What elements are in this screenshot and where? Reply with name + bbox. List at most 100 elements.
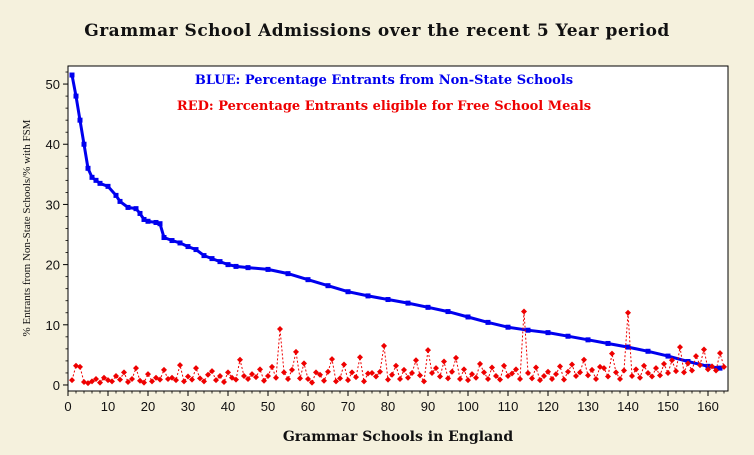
series-1-point xyxy=(417,372,423,379)
series-1-point xyxy=(669,357,675,364)
x-tick-label: 150 xyxy=(657,399,679,414)
series-1-point xyxy=(373,373,379,380)
series-0-point xyxy=(69,72,75,78)
series-1-point xyxy=(289,366,295,373)
y-tick-label: 10 xyxy=(46,318,60,333)
series-1-point xyxy=(129,375,135,382)
y-tick-label: 30 xyxy=(46,197,60,212)
series-0-point xyxy=(405,300,411,306)
series-1-point xyxy=(293,348,299,355)
series-1-point xyxy=(237,356,243,363)
series-1-point xyxy=(281,369,287,376)
series-1-point xyxy=(453,354,459,361)
series-0-point xyxy=(225,262,231,268)
series-0-point xyxy=(117,198,123,204)
series-1-point xyxy=(657,372,663,379)
series-0-point xyxy=(265,266,271,272)
series-1-point xyxy=(241,372,247,379)
series-0-point xyxy=(89,174,95,180)
x-tick-label: 70 xyxy=(341,399,355,414)
series-0-point xyxy=(169,238,175,244)
series-0-point xyxy=(161,235,167,241)
series-0-point xyxy=(365,293,371,299)
series-1-point xyxy=(89,378,95,385)
series-1-point xyxy=(317,371,323,378)
series-0-point xyxy=(717,365,723,371)
series-1-point xyxy=(673,368,679,375)
series-1-point xyxy=(277,326,283,333)
series-0-point xyxy=(505,324,511,330)
series-0-point xyxy=(77,117,83,123)
series-1-point xyxy=(653,365,659,372)
series-1-point xyxy=(637,374,643,381)
series-1-point xyxy=(389,371,395,378)
series-0-point xyxy=(645,348,651,354)
x-tick-label: 140 xyxy=(617,399,639,414)
series-0-point xyxy=(605,340,611,346)
series-1-point xyxy=(385,376,391,383)
series-1-point xyxy=(501,362,507,369)
series-1-point xyxy=(413,357,419,364)
series-0-point xyxy=(141,216,147,222)
series-1-point xyxy=(517,375,523,382)
series-1-point xyxy=(465,377,471,384)
series-1-point xyxy=(585,372,591,379)
series-1-point xyxy=(433,365,439,372)
x-tick-label: 110 xyxy=(498,399,519,414)
series-1-point xyxy=(273,374,279,381)
series-1-point xyxy=(665,369,671,376)
series-1-point xyxy=(645,369,651,376)
series-1-point xyxy=(685,360,691,367)
series-1-point xyxy=(661,360,667,367)
x-tick-label: 0 xyxy=(64,399,71,414)
chart-title: Grammar School Admissions over the recen… xyxy=(84,21,670,41)
series-1-point xyxy=(445,375,451,382)
series-0-point xyxy=(325,283,331,289)
series-1-point xyxy=(113,372,119,379)
series-0-point xyxy=(93,177,99,183)
series-0-point xyxy=(665,353,671,359)
series-1-point xyxy=(245,375,251,382)
series-0-point xyxy=(705,363,711,369)
series-0-point xyxy=(233,263,239,269)
series-0-point xyxy=(145,218,151,224)
series-1-point xyxy=(361,378,367,385)
series-1-point xyxy=(189,376,195,383)
series-0-point xyxy=(125,204,131,210)
x-tick-label: 130 xyxy=(577,399,599,414)
series-1-point xyxy=(93,375,99,382)
series-0-point xyxy=(113,192,119,198)
x-tick-label: 120 xyxy=(537,399,559,414)
series-1-line xyxy=(71,311,725,384)
series-1-point xyxy=(393,362,399,369)
series-1-point xyxy=(713,367,719,374)
series-0-point xyxy=(245,265,251,271)
series-1-point xyxy=(545,368,551,375)
annotation-red: RED: Percentage Entrants eligible for Fr… xyxy=(177,99,591,114)
series-1-point xyxy=(297,375,303,382)
series-1-point xyxy=(541,372,547,379)
series-0-point xyxy=(525,327,531,333)
series-0-point xyxy=(157,221,163,227)
series-0-point xyxy=(385,297,391,303)
x-tick-label: 80 xyxy=(381,399,395,414)
series-1-point xyxy=(489,364,495,371)
series-1-point xyxy=(477,360,483,367)
series-1-point xyxy=(233,376,239,383)
series-1-point xyxy=(625,309,631,316)
series-1-point xyxy=(449,368,455,375)
series-1-point xyxy=(509,370,515,377)
series-1-point xyxy=(205,371,211,378)
series-0-point xyxy=(133,206,139,212)
axis-ticks: 0 10 20 30 40 50 60 70 80 90 100 110 120 130 140 150 160… xyxy=(46,71,725,414)
series-1-point xyxy=(493,372,499,379)
series-1-point xyxy=(681,369,687,376)
x-tick-label: 10 xyxy=(101,399,115,414)
series-1-point xyxy=(381,342,387,349)
series-1-point xyxy=(473,374,479,381)
x-tick-label: 100 xyxy=(457,399,479,414)
series-1-point xyxy=(121,369,127,376)
series-1-point xyxy=(197,375,203,382)
series-1-point xyxy=(329,356,335,363)
series-1-point xyxy=(533,364,539,371)
